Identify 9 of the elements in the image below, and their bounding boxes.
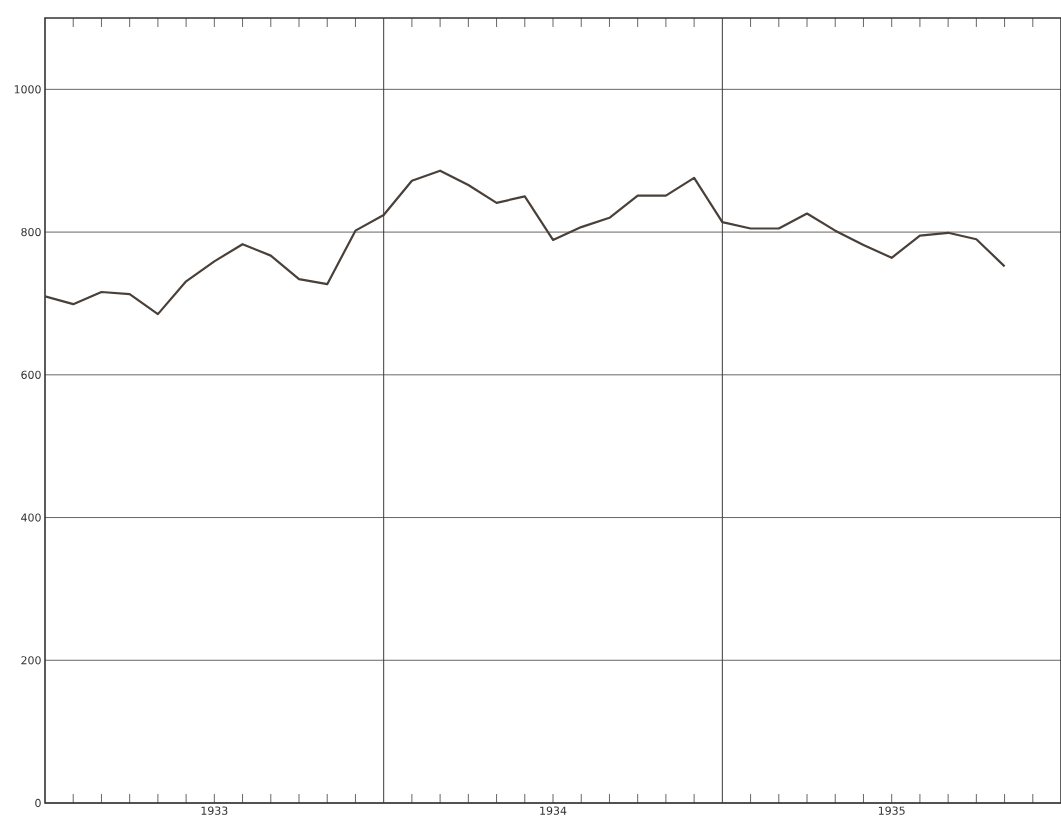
y-tick-label: 600 bbox=[21, 370, 41, 379]
x-tick-label: 1935 bbox=[878, 806, 905, 815]
x-tick-label: 1933 bbox=[201, 806, 228, 815]
y-tick-label: 400 bbox=[21, 513, 41, 522]
y-tick-label: 800 bbox=[21, 227, 41, 237]
y-tick-label: 0 bbox=[35, 798, 41, 808]
y-tick-label: 200 bbox=[21, 656, 41, 665]
y-tick-label: 1000 bbox=[14, 85, 41, 94]
x-tick-label: 1934 bbox=[540, 806, 567, 815]
